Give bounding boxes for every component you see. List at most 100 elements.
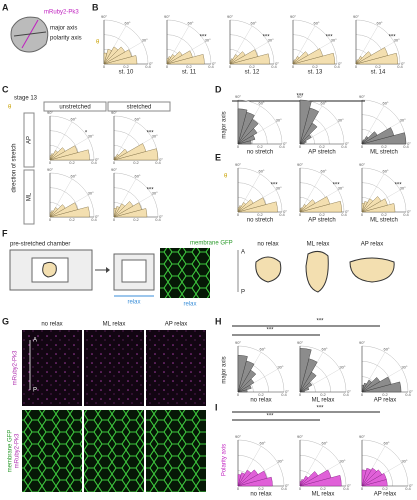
polar-ring [361, 167, 407, 213]
significance: *** [326, 34, 334, 40]
wedge [292, 51, 309, 65]
angle-label: 0° [149, 61, 153, 66]
angle-label: 0° [285, 483, 289, 488]
column-header: no relax [41, 322, 62, 328]
angle-label: 60° [258, 100, 264, 105]
angle-label: 60° [250, 20, 256, 25]
radial-tick-label: 0.2 [257, 212, 263, 217]
angle-label: 90° [235, 94, 241, 99]
column-header: stretched [127, 105, 152, 111]
angle-label: 0° [407, 141, 411, 146]
angle-label: 0° [338, 61, 342, 66]
panel-letter: D [215, 84, 222, 94]
radial-tick-label: 0.4 [341, 212, 347, 217]
radial-tick-label: 0.4 [334, 64, 340, 69]
angle-label: 0° [212, 61, 216, 66]
angle-label: 90° [297, 162, 303, 167]
column-header: unstretched [59, 105, 90, 111]
polar-ring [292, 19, 338, 65]
radial-tick-label: 0 [299, 486, 302, 491]
radial-tick-label: 0.2 [319, 144, 325, 149]
label: major axis [50, 26, 77, 32]
wedge [299, 469, 332, 487]
wedge [113, 154, 119, 161]
label: P [241, 290, 245, 296]
angle-label: 90° [227, 14, 233, 19]
wedge [361, 202, 365, 213]
angle-label: 90° [164, 14, 170, 19]
radial-tick-label: 0.4 [405, 392, 411, 397]
wedge [299, 199, 316, 213]
wedge [361, 377, 381, 393]
polar-ring [237, 167, 283, 213]
wedge [361, 136, 369, 145]
plot-label: ML stretch [370, 150, 398, 156]
radial-tick-label: 0 [237, 212, 240, 217]
wedge [299, 204, 307, 213]
angle-label: 30° [338, 118, 344, 123]
wedge [361, 467, 377, 487]
angle-label: 60° [124, 20, 130, 25]
panel-letter: I [215, 402, 218, 412]
angle-label: 0° [95, 157, 99, 162]
radial-tick-label: 0.2 [133, 217, 139, 222]
plot-label: st. 10 [119, 70, 134, 76]
wedge [361, 198, 374, 213]
wedge [113, 203, 126, 218]
polar-ring [299, 167, 345, 213]
wedge [237, 199, 254, 213]
plot-label: st. 13 [308, 70, 323, 76]
panel-letter: C [2, 84, 9, 94]
significance: *** [266, 328, 274, 334]
arrow-head [106, 267, 110, 273]
wedge [361, 139, 365, 145]
wedge [113, 143, 147, 161]
wedge [113, 157, 115, 161]
wedge [166, 50, 193, 65]
significance: *** [316, 319, 324, 325]
angle-label: 30° [277, 365, 283, 370]
plot-label: ML stretch [370, 218, 398, 224]
angle-label: 0° [401, 61, 405, 66]
radial-tick-label: 0 [166, 64, 169, 69]
significance: *** [266, 414, 274, 420]
angle-label: 30° [331, 38, 337, 43]
panel-letter: H [215, 316, 222, 326]
wedge [292, 48, 323, 65]
radial-tick-label: 0.4 [397, 64, 403, 69]
radial-tick-label: 0 [229, 64, 232, 69]
label: pre-stretched chamber [10, 242, 70, 248]
radial-tick-label: 0.4 [155, 217, 161, 222]
angle-label: 30° [400, 118, 406, 123]
wedge [292, 56, 300, 65]
label: polarity axis [50, 36, 82, 42]
wedge [113, 202, 142, 218]
angle-label: 90° [235, 340, 241, 345]
angle-label: 0° [95, 214, 99, 219]
angle-label: 90° [290, 14, 296, 19]
radial-tick-label: 0 [361, 392, 364, 397]
wedge [361, 141, 363, 145]
label: AP relax [361, 242, 384, 248]
angle-label: 90° [47, 167, 53, 172]
radial-tick-label: 0.2 [381, 212, 387, 217]
panel-letter: G [2, 316, 9, 326]
radial-tick-label: 0.2 [257, 144, 263, 149]
chamber-well [121, 259, 147, 283]
wedge [49, 210, 54, 218]
wedge [299, 479, 304, 487]
polar-ring [49, 172, 95, 218]
plot-label: st. 12 [245, 70, 260, 76]
radial-tick-label: 0 [113, 217, 116, 222]
wedge [361, 127, 395, 145]
wedge [49, 212, 52, 218]
axis-label: direction of stretch [12, 143, 18, 192]
angle-label: 60° [134, 173, 140, 178]
polar-ring [299, 345, 347, 393]
radial-tick-label: 0 [237, 144, 240, 149]
radial-tick-label: 0 [355, 64, 358, 69]
polar-ring [355, 19, 401, 65]
radial-tick-label: 0.4 [155, 160, 161, 165]
angle-label: 60° [376, 20, 382, 25]
significance: *** [263, 34, 271, 40]
